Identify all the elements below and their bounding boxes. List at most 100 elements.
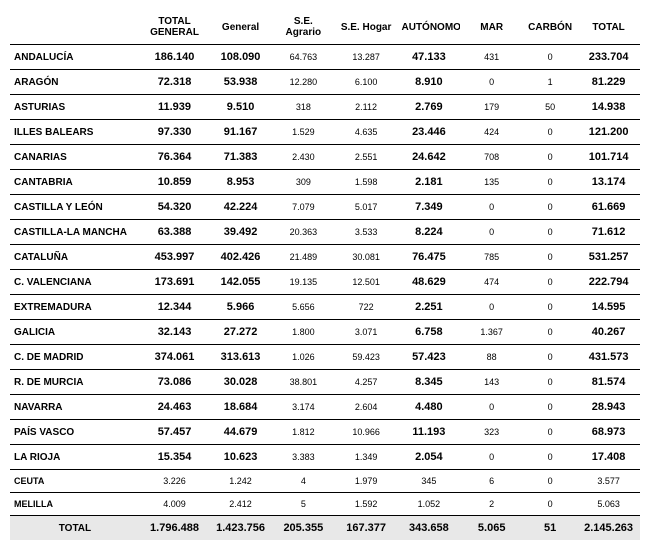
value-cell: 0 <box>523 270 577 295</box>
region-cell: EXTREMADURA <box>10 295 140 320</box>
value-cell: 71.612 <box>577 220 640 245</box>
value-cell: 61.669 <box>577 195 640 220</box>
region-cell: CASTILLA Y LEÓN <box>10 195 140 220</box>
table-row: MELILLA4.0092.41251.5921.052205.063 <box>10 493 640 516</box>
region-cell: R. DE MURCIA <box>10 370 140 395</box>
value-cell: 2.181 <box>398 170 461 195</box>
table-row: ANDALUCÍA186.140108.09064.76313.28747.13… <box>10 45 640 70</box>
value-cell: 20.363 <box>272 220 335 245</box>
value-cell: 24.642 <box>398 145 461 170</box>
value-cell: 0 <box>460 445 523 470</box>
value-cell: 42.224 <box>209 195 272 220</box>
value-cell: 186.140 <box>140 45 209 70</box>
value-cell: 5.063 <box>577 493 640 516</box>
value-cell: 21.489 <box>272 245 335 270</box>
region-cell: ILLES BALEARS <box>10 120 140 145</box>
total-cell: 1.796.488 <box>140 516 209 541</box>
value-cell: 0 <box>523 295 577 320</box>
value-cell: 2.112 <box>335 95 398 120</box>
value-cell: 0 <box>523 120 577 145</box>
value-cell: 1.529 <box>272 120 335 145</box>
value-cell: 9.510 <box>209 95 272 120</box>
value-cell: 5.656 <box>272 295 335 320</box>
table-row: C. DE MADRID374.061313.6131.02659.42357.… <box>10 345 640 370</box>
value-cell: 2.769 <box>398 95 461 120</box>
value-cell: 5 <box>272 493 335 516</box>
value-cell: 0 <box>523 445 577 470</box>
value-cell: 50 <box>523 95 577 120</box>
value-cell: 3.383 <box>272 445 335 470</box>
value-cell: 8.910 <box>398 70 461 95</box>
region-cell: ASTURIAS <box>10 95 140 120</box>
value-cell: 13.174 <box>577 170 640 195</box>
value-cell: 0 <box>460 195 523 220</box>
value-cell: 32.143 <box>140 320 209 345</box>
value-cell: 88 <box>460 345 523 370</box>
value-cell: 7.349 <box>398 195 461 220</box>
value-cell: 81.574 <box>577 370 640 395</box>
value-cell: 402.426 <box>209 245 272 270</box>
value-cell: 1.242 <box>209 470 272 493</box>
value-cell: 179 <box>460 95 523 120</box>
value-cell: 8.224 <box>398 220 461 245</box>
value-cell: 1.592 <box>335 493 398 516</box>
table-head: TOTAL GENERALGeneralS.E. AgrarioS.E. Hog… <box>10 10 640 45</box>
value-cell: 3.174 <box>272 395 335 420</box>
value-cell: 15.354 <box>140 445 209 470</box>
value-cell: 71.383 <box>209 145 272 170</box>
value-cell: 38.801 <box>272 370 335 395</box>
data-table: TOTAL GENERALGeneralS.E. AgrarioS.E. Hog… <box>10 10 640 540</box>
value-cell: 1.812 <box>272 420 335 445</box>
table-row: GALICIA32.14327.2721.8003.0716.7581.3670… <box>10 320 640 345</box>
region-cell: C. VALENCIANA <box>10 270 140 295</box>
value-cell: 1.367 <box>460 320 523 345</box>
value-cell: 2.251 <box>398 295 461 320</box>
value-cell: 374.061 <box>140 345 209 370</box>
value-cell: 135 <box>460 170 523 195</box>
value-cell: 30.028 <box>209 370 272 395</box>
value-cell: 12.280 <box>272 70 335 95</box>
value-cell: 76.475 <box>398 245 461 270</box>
value-cell: 318 <box>272 95 335 120</box>
total-cell: 51 <box>523 516 577 541</box>
col-header: General <box>209 10 272 45</box>
value-cell: 28.943 <box>577 395 640 420</box>
value-cell: 121.200 <box>577 120 640 145</box>
region-cell: CANARIAS <box>10 145 140 170</box>
total-row: TOTAL1.796.4881.423.756205.355167.377343… <box>10 516 640 541</box>
region-cell: CEUTA <box>10 470 140 493</box>
table-row: CEUTA3.2261.24241.979345603.577 <box>10 470 640 493</box>
value-cell: 0 <box>523 195 577 220</box>
value-cell: 24.463 <box>140 395 209 420</box>
total-cell: 167.377 <box>335 516 398 541</box>
col-header <box>10 10 140 45</box>
table-row: C. VALENCIANA173.691142.05519.13512.5014… <box>10 270 640 295</box>
region-cell: PAÍS VASCO <box>10 420 140 445</box>
value-cell: 0 <box>523 170 577 195</box>
value-cell: 0 <box>523 370 577 395</box>
value-cell: 12.344 <box>140 295 209 320</box>
table-row: CANARIAS76.36471.3832.4302.55124.6427080… <box>10 145 640 170</box>
region-cell: GALICIA <box>10 320 140 345</box>
value-cell: 431 <box>460 45 523 70</box>
value-cell: 0 <box>460 220 523 245</box>
value-cell: 48.629 <box>398 270 461 295</box>
value-cell: 0 <box>523 395 577 420</box>
value-cell: 0 <box>523 420 577 445</box>
value-cell: 13.287 <box>335 45 398 70</box>
table-row: CASTILLA Y LEÓN54.32042.2247.0795.0177.3… <box>10 195 640 220</box>
value-cell: 1.349 <box>335 445 398 470</box>
table-row: PAÍS VASCO57.45744.6791.81210.96611.1933… <box>10 420 640 445</box>
value-cell: 5.017 <box>335 195 398 220</box>
value-cell: 53.938 <box>209 70 272 95</box>
value-cell: 91.167 <box>209 120 272 145</box>
value-cell: 143 <box>460 370 523 395</box>
value-cell: 63.388 <box>140 220 209 245</box>
value-cell: 39.492 <box>209 220 272 245</box>
value-cell: 313.613 <box>209 345 272 370</box>
col-header: AUTÓNOMOS <box>398 10 461 45</box>
table-row: ILLES BALEARS97.33091.1671.5294.63523.44… <box>10 120 640 145</box>
value-cell: 0 <box>523 145 577 170</box>
value-cell: 73.086 <box>140 370 209 395</box>
table-row: R. DE MURCIA73.08630.02838.8014.2578.345… <box>10 370 640 395</box>
